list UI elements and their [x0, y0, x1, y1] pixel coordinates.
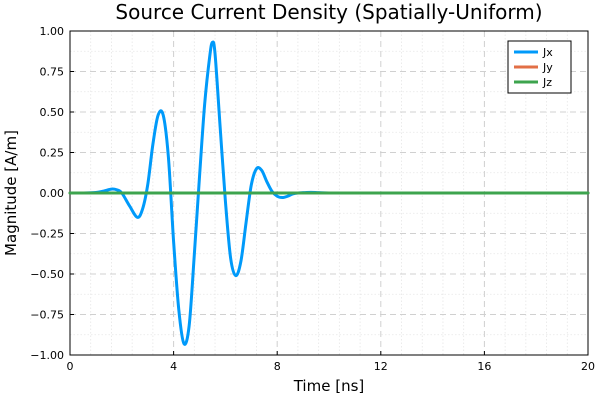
x-tick-label: 8 — [274, 360, 281, 373]
y-axis-title: Magnitude [A/m] — [2, 130, 20, 256]
legend-label-jx: Jx — [542, 46, 553, 59]
legend: Jx Jy Jz — [507, 40, 572, 94]
y-tick-label: 0.00 — [40, 187, 65, 200]
x-tick-label: 20 — [581, 360, 595, 373]
y-tick-label: −0.50 — [30, 268, 64, 281]
y-tick-label: −1.00 — [30, 349, 64, 362]
y-tick-label: 1.00 — [40, 25, 65, 38]
series-layer — [68, 40, 590, 346]
x-tick-label: 16 — [477, 360, 491, 373]
x-tick-label: 0 — [67, 360, 74, 373]
legend-label-jz: Jz — [542, 76, 552, 89]
y-tick-label: −0.75 — [30, 309, 64, 322]
y-tick-label: 0.25 — [40, 147, 65, 160]
y-tick-label: 0.50 — [40, 106, 65, 119]
x-tick-label: 12 — [374, 360, 388, 373]
y-tick-label: 0.75 — [40, 66, 65, 79]
x-tick-label: 4 — [170, 360, 177, 373]
x-axis-title: Time [ns] — [293, 377, 365, 395]
tick-labels: 0 4 8 12 16 20 −1.00 −0.75 −0.50 −0.25 0.00 0.25 0.5… — [30, 25, 595, 373]
chart-title: Source Current Density (Spatially-Unifor… — [115, 0, 542, 24]
y-tick-label: −0.25 — [30, 228, 64, 241]
legend-label-jy: Jy — [542, 61, 553, 74]
